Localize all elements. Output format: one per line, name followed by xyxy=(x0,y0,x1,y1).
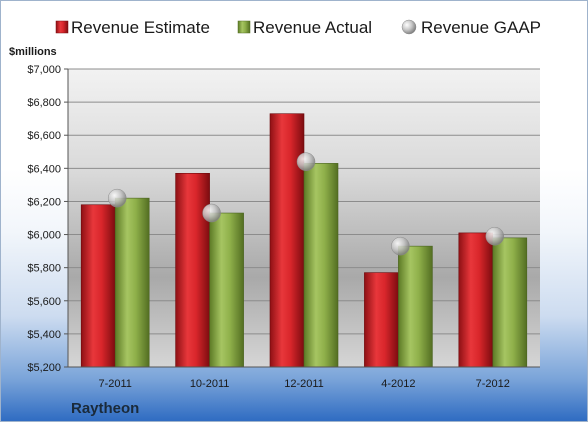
bar-estimate xyxy=(364,272,399,368)
legend-label-gaap: Revenue GAAP xyxy=(421,18,541,37)
gaap-markers xyxy=(107,152,505,256)
legend-label-estimate: Revenue Estimate xyxy=(71,18,210,37)
marker-gaap xyxy=(485,226,505,246)
x-tick-label: 12-2011 xyxy=(284,378,324,390)
bar-actual xyxy=(209,212,244,368)
y-tick-label: $5,600 xyxy=(27,296,61,308)
y-tick-label: $7,000 xyxy=(27,64,61,76)
y-axis: $5,200 $5,400 $5,600 $5,800 $6,000 $6,200 $6,4… xyxy=(27,64,69,374)
y-tick-label: $6,400 xyxy=(27,163,61,175)
legend-swatch-estimate xyxy=(55,20,69,34)
legend-label-actual: Revenue Actual xyxy=(253,18,372,37)
marker-gaap xyxy=(202,203,221,223)
legend: Revenue Estimate Revenue Actual Revenue … xyxy=(55,18,541,37)
bar-actual xyxy=(492,237,528,368)
company-name: Raytheon xyxy=(71,400,139,417)
y-tick-label: $5,400 xyxy=(27,329,61,341)
legend-swatch-actual xyxy=(237,20,251,34)
x-tick-label: 10-2011 xyxy=(190,378,230,390)
y-tick-label: $5,200 xyxy=(27,362,61,374)
bar-estimate xyxy=(175,173,210,368)
y-tick-label: $6,200 xyxy=(27,196,61,208)
bars xyxy=(80,113,528,368)
unit-label: $millions xyxy=(9,46,57,58)
y-tick-label: $5,800 xyxy=(27,263,61,275)
x-axis: 7-2011 10-2011 12-2011 4-2012 7-2012 xyxy=(68,366,540,390)
bar-actual xyxy=(303,163,339,368)
marker-gaap xyxy=(296,152,316,171)
x-tick-label: 4-2012 xyxy=(381,378,415,390)
x-tick-label: 7-2012 xyxy=(476,378,510,390)
bar-actual xyxy=(398,245,433,368)
y-tick-label: $6,600 xyxy=(27,130,61,142)
y-tick-label: $6,800 xyxy=(27,97,61,109)
bar-estimate xyxy=(80,204,116,368)
bar-estimate xyxy=(269,113,305,368)
y-tick-label: $6,000 xyxy=(27,230,61,242)
marker-gaap xyxy=(107,188,127,208)
bar-estimate xyxy=(458,232,494,368)
marker-gaap xyxy=(391,236,410,256)
legend-marker-gaap xyxy=(401,19,417,35)
bar-actual xyxy=(114,197,150,368)
x-tick-label: 7-2011 xyxy=(98,378,131,390)
